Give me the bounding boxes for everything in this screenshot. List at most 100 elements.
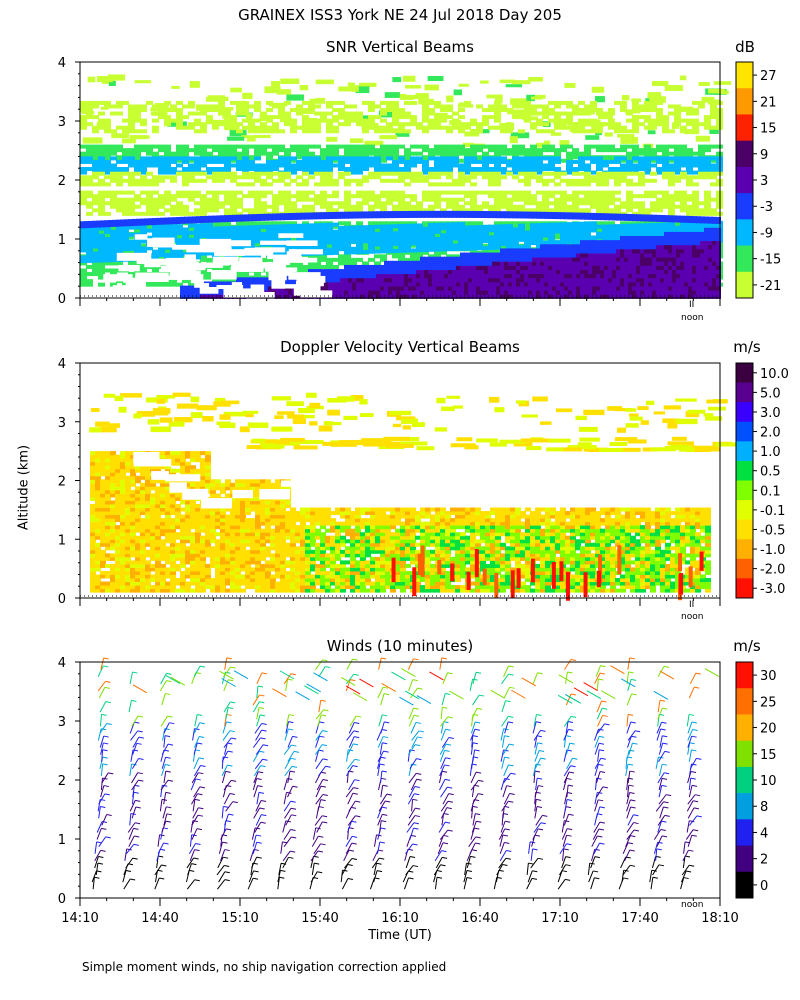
snr-cell — [134, 148, 141, 153]
snr-cell — [272, 171, 279, 176]
snr-cell — [284, 182, 291, 187]
snr-cell — [158, 170, 165, 175]
snr-cell — [240, 277, 245, 283]
snr-cell — [356, 243, 363, 248]
snr-cell — [434, 222, 441, 227]
snr-cell — [152, 249, 159, 254]
snr-cell — [98, 268, 105, 273]
snr-cell — [440, 108, 447, 113]
snr-cell — [332, 125, 339, 130]
snr-cell — [559, 140, 570, 146]
snr-cell — [446, 190, 453, 195]
snr-cell — [206, 144, 213, 149]
snr-cell — [194, 144, 201, 149]
snr-cell — [608, 148, 615, 153]
snr-cell — [710, 182, 717, 187]
snr-cell — [560, 144, 567, 149]
snr-cell — [236, 104, 243, 109]
snr-cell — [620, 104, 627, 109]
snr-cell — [518, 227, 525, 232]
snr-cell — [530, 194, 537, 199]
snr-cell — [332, 194, 339, 199]
snr-cell — [236, 229, 243, 234]
snr-cell — [614, 100, 621, 105]
snr-cell — [134, 80, 152, 84]
snr-cell — [398, 201, 405, 206]
snr-cell — [188, 211, 195, 216]
snr-cell — [440, 115, 447, 120]
snr-cell — [300, 110, 314, 114]
snr-cell — [302, 204, 309, 209]
snr-cell — [662, 129, 669, 134]
snr-cell — [296, 293, 301, 299]
snr-cell — [200, 129, 207, 134]
snr-cell — [460, 210, 465, 218]
snr-cell — [224, 111, 231, 116]
snr-cell — [338, 243, 345, 248]
snr-cell — [242, 229, 249, 234]
snr-cell — [80, 115, 87, 120]
snr-cell — [80, 241, 87, 246]
snr-cell — [92, 194, 99, 199]
snr-cell — [268, 213, 273, 221]
snr-cell — [566, 225, 573, 230]
snr-cell — [284, 159, 291, 164]
snr-cell — [116, 240, 123, 245]
snr-cell — [254, 235, 261, 240]
snr-cell — [196, 285, 201, 291]
snr-cell — [631, 98, 641, 103]
snr-cell — [620, 223, 627, 228]
snr-cell — [380, 190, 387, 195]
snr-cell — [458, 129, 465, 134]
snr-cell — [512, 211, 517, 219]
snr-cell — [416, 204, 423, 209]
snr-cell — [572, 108, 579, 113]
snr-cell — [518, 234, 525, 239]
figure-title: GRAINEX ISS3 York NE 24 Jul 2018 Day 205 — [238, 6, 562, 24]
snr-cell — [272, 115, 279, 120]
snr-cell — [398, 156, 405, 161]
snr-cell — [698, 224, 705, 229]
snr-cell — [392, 234, 399, 239]
snr-cell — [578, 129, 585, 134]
snr-cell — [528, 76, 543, 82]
snr-cell — [662, 167, 669, 172]
snr-cell — [492, 211, 497, 219]
snr-cell — [424, 84, 440, 91]
snr-cell — [374, 148, 381, 153]
snr-cell — [428, 167, 435, 172]
snr-cell — [680, 225, 687, 230]
snr-cell — [638, 167, 645, 172]
snr-cell — [200, 197, 207, 202]
snr-cell — [456, 210, 461, 218]
snr-cell — [386, 235, 393, 240]
snr-cell — [554, 151, 561, 156]
snr-cell — [356, 122, 363, 127]
snr-cell — [656, 208, 663, 213]
snr-cell — [536, 204, 543, 209]
snr-cell — [632, 104, 639, 109]
snr-cell — [710, 175, 717, 180]
snr-cell — [308, 212, 313, 220]
snr-cell — [344, 221, 351, 226]
snr-cell — [206, 223, 213, 228]
snr-cell — [326, 163, 333, 168]
snr-cell — [92, 240, 99, 245]
snr-cell — [326, 144, 333, 149]
snr-cell — [236, 236, 243, 241]
snr-cell — [674, 108, 681, 113]
snr-cell — [86, 156, 93, 161]
snr-cell — [494, 204, 501, 209]
snr-cell — [530, 122, 537, 127]
snr-cell — [266, 125, 273, 130]
snr-cell — [129, 135, 147, 140]
snr-cell — [692, 190, 699, 195]
snr-cell — [362, 159, 369, 164]
snr-cell — [326, 201, 333, 206]
snr-cell — [698, 171, 705, 176]
snr-cell — [476, 235, 483, 240]
snr-cell — [182, 104, 189, 109]
snr-cell — [446, 144, 453, 149]
snr-cell — [110, 233, 117, 238]
snr-cell — [338, 122, 345, 127]
